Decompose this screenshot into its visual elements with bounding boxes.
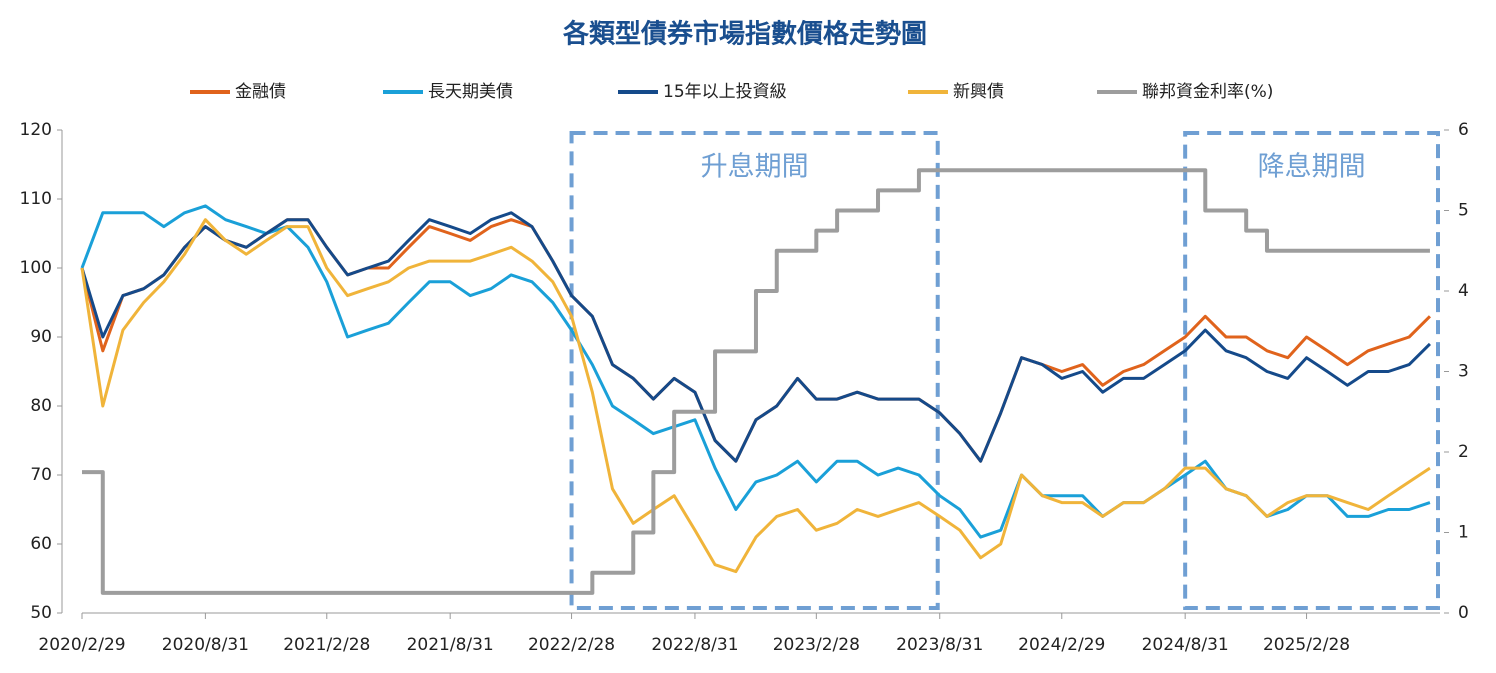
x-tick-label: 2024/2/29 bbox=[1018, 635, 1105, 655]
legend-label: 新興債 bbox=[953, 82, 1004, 102]
y2-tick-label: 5 bbox=[1458, 201, 1469, 221]
x-tick-label: 2020/8/31 bbox=[162, 635, 249, 655]
y2-tick-label: 3 bbox=[1458, 362, 1469, 382]
legend-label: 聯邦資金利率(%) bbox=[1142, 82, 1273, 102]
legend-label: 15年以上投資級 bbox=[663, 82, 787, 102]
x-tick-label: 2022/8/31 bbox=[651, 635, 738, 655]
annotation-label: 降息期間 bbox=[1258, 152, 1366, 183]
x-tick-label: 2025/2/28 bbox=[1263, 635, 1350, 655]
x-tick-label: 2020/2/29 bbox=[38, 635, 125, 655]
y2-tick-label: 2 bbox=[1458, 442, 1469, 462]
annotation-box bbox=[569, 131, 940, 610]
x-tick-label: 2024/8/31 bbox=[1142, 635, 1229, 655]
annotation-box bbox=[1183, 131, 1440, 610]
chart-title: 各類型債券市場指數價格走勢圖 bbox=[562, 19, 927, 50]
series-line bbox=[80, 211, 1431, 463]
x-tick-label: 2022/2/28 bbox=[528, 635, 615, 655]
y2-tick-label: 6 bbox=[1458, 120, 1469, 140]
series-line bbox=[82, 168, 1430, 595]
y-tick-label: 110 bbox=[20, 189, 52, 209]
x-tick-label: 2021/2/28 bbox=[283, 635, 370, 655]
annotation-label: 升息期間 bbox=[701, 152, 809, 183]
y-tick-label: 80 bbox=[30, 396, 52, 416]
legend-label: 金融債 bbox=[235, 82, 286, 102]
y-tick-label: 100 bbox=[20, 258, 52, 278]
y2-tick-label: 0 bbox=[1458, 603, 1469, 623]
x-tick-label: 2021/8/31 bbox=[407, 635, 494, 655]
series-line bbox=[80, 218, 1431, 574]
series-line bbox=[80, 204, 1431, 539]
x-tick-label: 2023/8/31 bbox=[896, 635, 983, 655]
y-tick-label: 70 bbox=[30, 465, 52, 485]
y2-tick-label: 1 bbox=[1458, 523, 1469, 543]
y-tick-label: 50 bbox=[30, 603, 52, 623]
y-tick-label: 90 bbox=[30, 327, 52, 347]
y-tick-label: 120 bbox=[20, 120, 52, 140]
x-tick-label: 2023/2/28 bbox=[773, 635, 860, 655]
y-tick-label: 60 bbox=[30, 534, 52, 554]
legend-label: 長天期美債 bbox=[428, 82, 513, 102]
y2-tick-label: 4 bbox=[1458, 281, 1469, 301]
